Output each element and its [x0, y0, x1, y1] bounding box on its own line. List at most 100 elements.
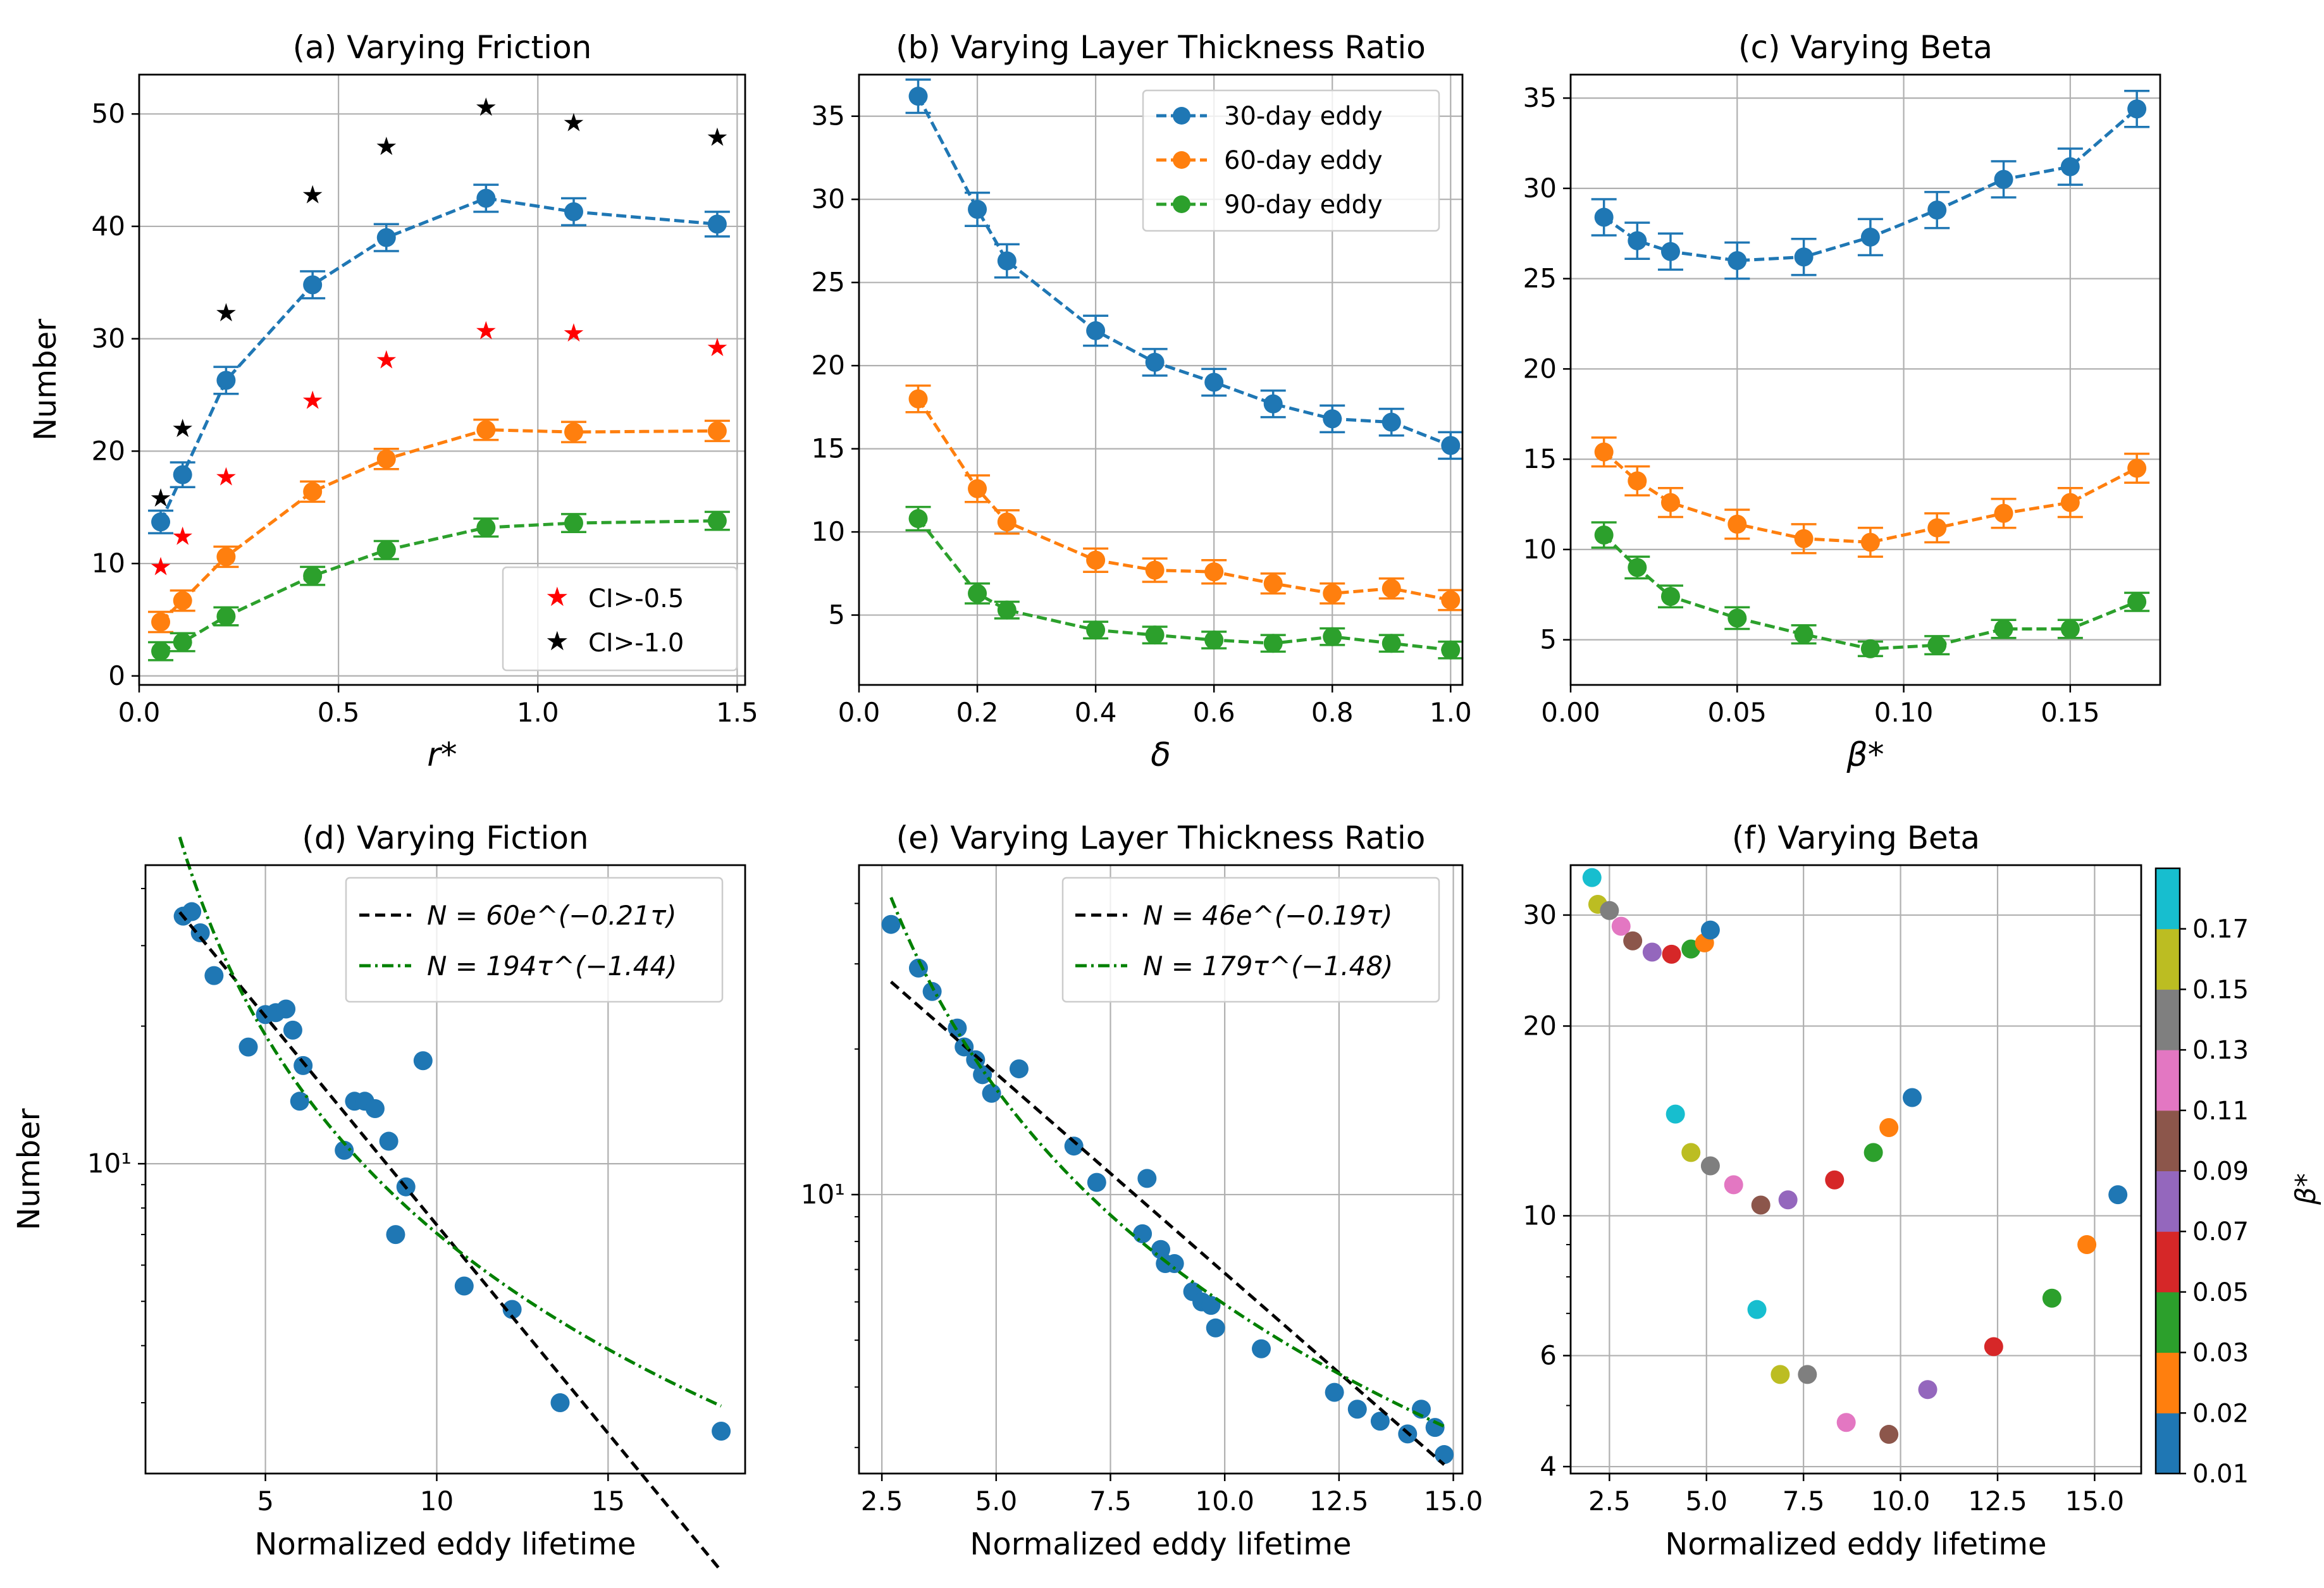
point-c-2-1: [1628, 558, 1647, 577]
xtick-label-b-3: 0.6: [1193, 697, 1235, 728]
ytick-label-b-1: 10: [812, 516, 845, 547]
xlabel-a: r*: [427, 736, 457, 774]
point-b-2-2: [997, 600, 1017, 620]
colorbar-segment-3: [2156, 1231, 2180, 1293]
point-e-1: [908, 958, 928, 978]
legend-a-frame: [502, 566, 738, 672]
point-e-0: [881, 914, 901, 934]
ytick-label-b-3: 20: [812, 350, 845, 381]
point-d-14: [365, 1099, 385, 1118]
axes-frame-e: [858, 864, 1464, 1475]
xtick-label-f-4: 12.5: [1968, 1486, 2027, 1517]
legend-e-label-0: N = 46e^(−0.19τ): [1143, 900, 1393, 931]
point-a-1-5: [476, 420, 496, 440]
point-c-0-7: [1994, 169, 2013, 189]
point-b-2-5: [1204, 631, 1224, 650]
point-a-2-0: [151, 641, 171, 661]
star-a-0-4: ★: [375, 346, 398, 375]
point-f-27: [2042, 1288, 2061, 1308]
series-line-b-0: [917, 95, 1452, 447]
xlabel-e: Normalized eddy lifetime: [970, 1527, 1351, 1562]
ytick-label-b-5: 30: [812, 183, 845, 214]
xlabel-c: β*: [1846, 736, 1884, 774]
xtick-label-e-5: 15.0: [1424, 1486, 1483, 1517]
colorbar-segment-8: [2156, 928, 2180, 990]
point-f-4: [1623, 931, 1643, 951]
point-c-1-4: [1794, 529, 1814, 548]
ytick-label-c-5: 30: [1523, 173, 1557, 204]
point-f-3: [1611, 916, 1631, 936]
legend-a-star-black: ★: [545, 625, 569, 656]
xtick-label-b-0: 0.0: [838, 697, 881, 728]
point-b-1-6: [1263, 574, 1283, 593]
point-e-15: [1165, 1254, 1184, 1274]
point-e-11: [1133, 1224, 1153, 1243]
point-f-28: [2077, 1235, 2097, 1255]
point-d-3: [204, 966, 224, 985]
title-d: (d) Varying Fiction: [302, 820, 588, 856]
ytick-label-f-4: 30: [1523, 899, 1557, 930]
fit-line-e-1: [889, 897, 1445, 1428]
colorbar-tick-label-1: 0.02: [2192, 1399, 2249, 1428]
colorbar-tick-label-9: 0.17: [2192, 915, 2249, 944]
point-b-2-0: [908, 509, 928, 529]
axes-frame-d: [144, 864, 746, 1475]
star-a-1-5: ★: [474, 93, 497, 122]
axes-frame-f: [1569, 864, 2142, 1475]
point-f-24: [1879, 1425, 1899, 1444]
legend-b-marker-60: [1173, 151, 1190, 169]
axes-frame-c: [1569, 73, 2161, 686]
point-c-2-0: [1594, 526, 1614, 545]
point-b-1-7: [1323, 584, 1342, 603]
point-d-4: [238, 1037, 258, 1057]
point-c-2-9: [2127, 592, 2147, 612]
point-b-1-5: [1204, 562, 1224, 582]
point-a-1-3: [303, 482, 323, 502]
xlabel-b: δ: [1151, 736, 1171, 774]
point-b-1-9: [1441, 590, 1461, 610]
point-c-0-5: [1860, 227, 1880, 247]
series-line-c-0: [1603, 108, 2138, 262]
point-b-1-3: [1086, 550, 1106, 570]
point-d-16: [386, 1225, 405, 1245]
xtick-label-e-0: 2.5: [861, 1486, 903, 1517]
title-a: (a) Varying Friction: [293, 29, 592, 66]
point-b-0-2: [997, 251, 1017, 271]
point-b-2-4: [1145, 625, 1165, 645]
ytick-label-f-0: 4: [1540, 1451, 1557, 1482]
star-a-0-2: ★: [214, 462, 237, 491]
point-c-2-7: [1994, 619, 2013, 639]
point-c-1-0: [1594, 442, 1614, 462]
point-e-19: [1206, 1318, 1225, 1338]
star-a-0-6: ★: [562, 319, 585, 348]
point-c-2-4: [1794, 625, 1814, 644]
legend-a: ★ CI>-0.5 ★ CI>-1.0: [502, 566, 738, 672]
point-f-15: [1778, 1190, 1798, 1210]
colorbar-segment-4: [2156, 1171, 2180, 1232]
point-d-22: [712, 1421, 731, 1441]
point-c-0-6: [1927, 200, 1947, 220]
point-f-12: [1700, 1156, 1720, 1176]
point-b-2-1: [968, 584, 987, 603]
point-f-18: [1879, 1118, 1899, 1138]
ytick-label-f-2: 10: [1523, 1200, 1557, 1231]
legend-b-label-1: 60-day eddy: [1224, 146, 1383, 175]
point-c-1-6: [1927, 518, 1947, 538]
ytick-label-b-2: 15: [812, 433, 845, 464]
point-b-2-9: [1441, 640, 1461, 660]
point-d-20: [502, 1300, 522, 1319]
series-line-c-1: [1603, 450, 2138, 544]
point-f-29: [2108, 1185, 2128, 1205]
legend-b-marker-90: [1173, 195, 1190, 213]
ytick-label-a-4: 40: [92, 211, 125, 242]
xtick-label-e-2: 7.5: [1089, 1486, 1132, 1517]
xtick-label-c-0: 0.00: [1541, 697, 1600, 728]
ytick-label-c-1: 10: [1523, 534, 1557, 565]
colorbar-segment-7: [2156, 989, 2180, 1050]
point-d-1: [182, 902, 202, 921]
legend-d: N = 60e^(−0.21τ) N = 194τ^(−1.44): [345, 877, 724, 1003]
legend-b-marker-30: [1173, 107, 1190, 125]
point-d-21: [550, 1393, 570, 1413]
point-a-1-4: [376, 449, 396, 469]
point-c-2-6: [1927, 636, 1947, 655]
